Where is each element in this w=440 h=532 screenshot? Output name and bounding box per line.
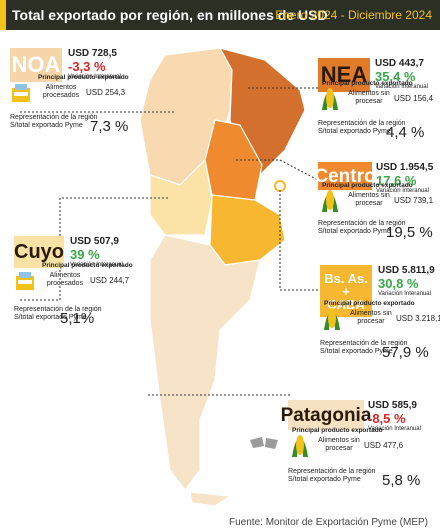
share-label: Representación de la región S/total expo… bbox=[288, 468, 376, 484]
product: Alimentos procesados bbox=[42, 84, 80, 99]
product: Alimentos sin procesar bbox=[348, 90, 390, 105]
region-variation: 30,8 % bbox=[378, 276, 419, 291]
tierra-del-fuego bbox=[189, 491, 232, 507]
region-variation: 35,4 % bbox=[375, 69, 416, 84]
product-label: Principal producto exportado bbox=[38, 74, 129, 81]
header-bar bbox=[0, 0, 440, 30]
region-name: Patagonia bbox=[280, 404, 372, 426]
region-name-box: Bs. As. + CABA bbox=[320, 265, 372, 317]
region-total: USD 5.811,9 bbox=[378, 265, 435, 276]
share: 7,3 % bbox=[90, 118, 129, 135]
product-label: Principal producto exportado bbox=[292, 427, 383, 434]
cuyo-region bbox=[149, 158, 213, 236]
product-value: USD 3.218,1 bbox=[396, 314, 440, 323]
region-variation: 39 % bbox=[70, 247, 100, 262]
region-name-box: Patagonia bbox=[281, 400, 371, 430]
product-label: Principal producto exportado bbox=[322, 182, 413, 189]
product-label: Principal producto exportado bbox=[322, 80, 413, 87]
region-total: USD 585,9 bbox=[368, 400, 417, 411]
region-name: CABA bbox=[327, 296, 365, 312]
variation-label: Variación Interanual bbox=[368, 426, 421, 432]
region-variation: -8,5 % bbox=[368, 411, 406, 426]
share-label: Representación de la región S/total expo… bbox=[320, 340, 408, 356]
share: 5,8 % bbox=[382, 472, 421, 489]
region-name-box: Cuyo bbox=[14, 236, 64, 268]
region-variation: 17,6 % bbox=[376, 173, 417, 188]
product-label: Principal producto exportado bbox=[42, 262, 133, 269]
leaders bbox=[20, 87, 320, 396]
region-name: Centro bbox=[314, 165, 376, 187]
product-value: USD 254,3 bbox=[86, 88, 126, 97]
region-name: + bbox=[342, 283, 350, 299]
bsas-region bbox=[209, 194, 286, 266]
variation-label: Variación Interanual bbox=[70, 262, 123, 268]
malvinas bbox=[250, 437, 278, 449]
share-label: Representación de la región S/total expo… bbox=[318, 220, 406, 236]
share-label: Representación de la región S/total expo… bbox=[318, 120, 406, 136]
product-value: USD 739,1 bbox=[394, 196, 434, 205]
variation-label: Variación Interanual bbox=[376, 188, 429, 194]
patagonia-region bbox=[149, 234, 261, 491]
corn-icon bbox=[292, 435, 308, 457]
product: Alimentos procesados bbox=[46, 272, 84, 287]
product-value: USD 156,4 bbox=[394, 94, 434, 103]
source: Fuente: Monitor de Exportación Pyme (MEP… bbox=[229, 517, 428, 528]
variation-label: Variación Interanual bbox=[375, 84, 428, 90]
box-icon bbox=[16, 272, 34, 290]
variation-label: Variación Interanual bbox=[68, 74, 121, 80]
product-value: USD 244,7 bbox=[90, 276, 130, 285]
share: 4,4 % bbox=[386, 124, 425, 141]
share: 57,9 % bbox=[382, 344, 429, 361]
region-name: NOA bbox=[11, 52, 61, 77]
product: Alimentos sin procesar bbox=[348, 192, 390, 207]
corn-icon bbox=[324, 308, 340, 330]
share: 5,1% bbox=[60, 310, 95, 327]
region-total: USD 728,5 bbox=[68, 48, 117, 59]
corn-icon bbox=[322, 190, 338, 212]
variation-label: Variación Interanual bbox=[378, 291, 431, 297]
region-name: NEA bbox=[320, 62, 368, 87]
region-total: USD 507,9 bbox=[70, 236, 119, 247]
region-name: Bs. As. bbox=[324, 270, 368, 286]
product-value: USD 477,6 bbox=[364, 441, 404, 450]
caba-marker bbox=[274, 180, 286, 192]
region-name-box: Centro bbox=[314, 162, 376, 190]
title: Total exportado por región, en millones … bbox=[12, 7, 328, 23]
product-label: Principal producto exportado bbox=[324, 300, 415, 307]
product: Alimentos sin procesar bbox=[350, 310, 392, 325]
region-total: USD 443,7 bbox=[375, 58, 424, 69]
region-name-box: NEA bbox=[318, 58, 370, 92]
region-name: Cuyo bbox=[14, 241, 64, 263]
share-label: Representación de la región S/total expo… bbox=[14, 306, 102, 322]
share-label: Representación de la región S/total expo… bbox=[10, 114, 98, 130]
box-icon bbox=[12, 84, 30, 102]
share: 19,5 % bbox=[386, 224, 433, 241]
product: Alimentos sin procesar bbox=[318, 437, 360, 452]
period: Enero 2024 - Diciembre 2024 bbox=[275, 8, 432, 22]
region-variation: -3,3 % bbox=[68, 59, 106, 74]
region-total: USD 1.954,5 bbox=[376, 162, 434, 173]
corn-icon bbox=[322, 88, 338, 110]
region-name-box: NOA bbox=[10, 48, 62, 82]
